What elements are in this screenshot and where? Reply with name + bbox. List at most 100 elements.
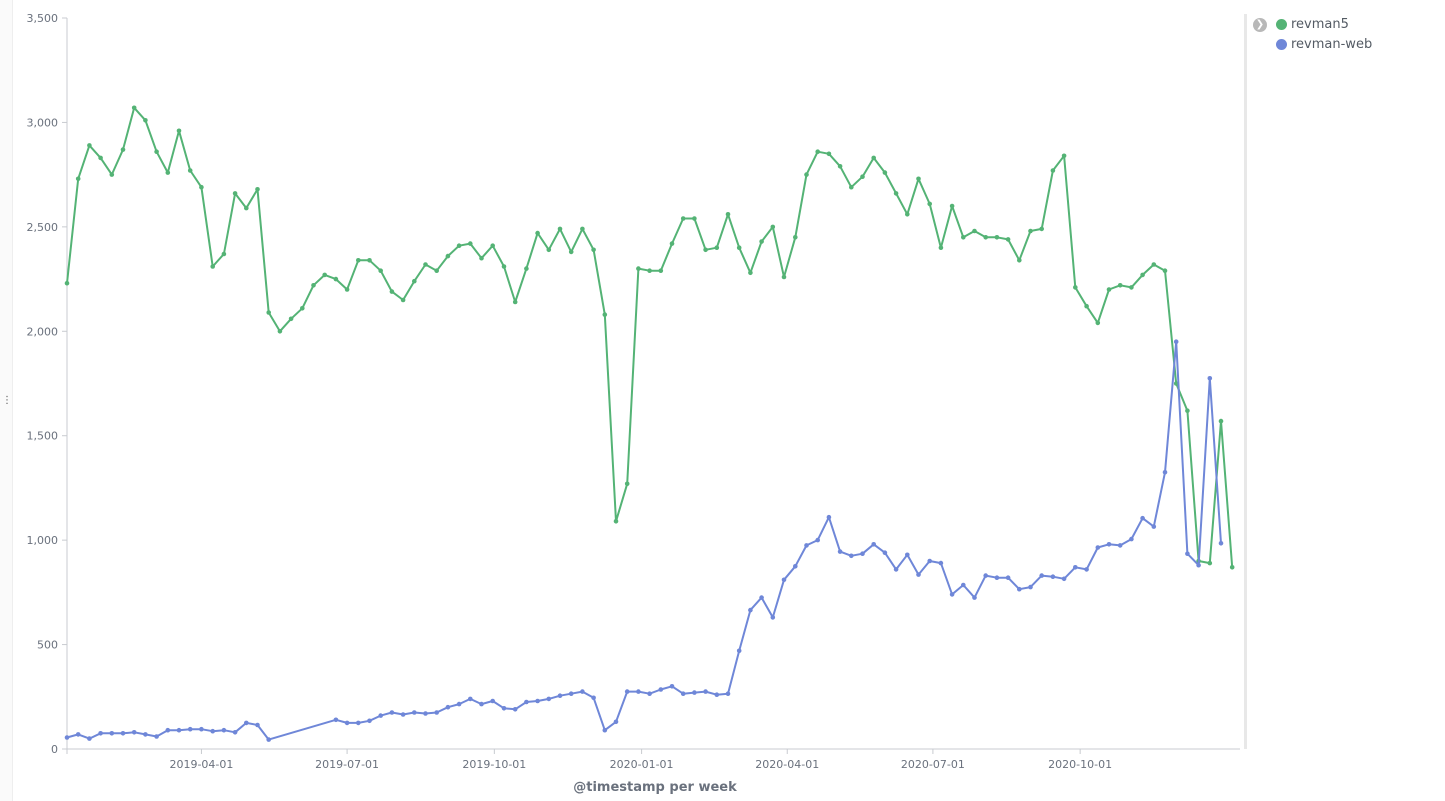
data-point[interactable]	[804, 543, 809, 548]
data-point[interactable]	[535, 230, 540, 236]
data-point[interactable]	[602, 727, 608, 733]
data-point[interactable]	[1017, 586, 1022, 592]
data-point[interactable]	[602, 312, 608, 317]
data-point[interactable]	[1207, 376, 1213, 381]
data-point[interactable]	[849, 553, 854, 559]
data-point[interactable]	[994, 575, 1000, 580]
data-point[interactable]	[445, 253, 451, 259]
data-point[interactable]	[266, 310, 272, 315]
data-point[interactable]	[759, 239, 764, 244]
data-point[interactable]	[949, 203, 955, 209]
data-point[interactable]	[793, 235, 798, 240]
data-point[interactable]	[983, 235, 988, 240]
data-point[interactable]	[961, 235, 966, 240]
data-point[interactable]	[423, 262, 428, 267]
data-point[interactable]	[64, 735, 70, 740]
data-point[interactable]	[804, 172, 809, 177]
data-point[interactable]	[232, 191, 238, 196]
data-point[interactable]	[1050, 168, 1056, 173]
data-point[interactable]	[1106, 287, 1112, 292]
data-point[interactable]	[949, 592, 955, 597]
data-point[interactable]	[367, 718, 372, 724]
data-point[interactable]	[636, 689, 641, 694]
data-point[interactable]	[1162, 470, 1168, 475]
data-point[interactable]	[927, 201, 932, 207]
data-point[interactable]	[143, 732, 148, 737]
data-point[interactable]	[255, 722, 260, 728]
data-point[interactable]	[468, 696, 473, 702]
data-point[interactable]	[210, 264, 215, 269]
data-point[interactable]	[1095, 545, 1101, 550]
chevron-right-icon[interactable]: ❯	[1253, 18, 1267, 32]
data-point[interactable]	[680, 216, 686, 221]
data-point[interactable]	[468, 241, 473, 246]
data-point[interactable]	[131, 730, 137, 735]
data-point[interactable]	[143, 118, 148, 123]
data-point[interactable]	[64, 280, 70, 286]
data-point[interactable]	[109, 731, 115, 736]
data-point[interactable]	[490, 698, 496, 704]
data-point[interactable]	[87, 736, 92, 741]
data-point[interactable]	[221, 251, 227, 257]
data-point[interactable]	[1005, 575, 1011, 580]
data-point[interactable]	[187, 168, 193, 173]
data-point[interactable]	[748, 270, 753, 276]
data-point[interactable]	[176, 727, 182, 733]
data-point[interactable]	[613, 519, 619, 524]
data-point[interactable]	[692, 216, 697, 221]
data-point[interactable]	[109, 172, 115, 177]
data-point[interactable]	[524, 699, 529, 705]
data-point[interactable]	[423, 711, 428, 716]
data-point[interactable]	[815, 149, 820, 154]
data-point[interactable]	[703, 689, 708, 694]
data-point[interactable]	[770, 224, 776, 230]
data-point[interactable]	[120, 147, 126, 152]
data-point[interactable]	[893, 191, 899, 196]
data-point[interactable]	[781, 274, 787, 280]
data-point[interactable]	[434, 710, 440, 715]
data-point[interactable]	[165, 727, 171, 733]
data-point[interactable]	[557, 226, 563, 232]
data-point[interactable]	[356, 258, 361, 263]
data-point[interactable]	[613, 719, 619, 725]
data-point[interactable]	[244, 205, 249, 211]
data-point[interactable]	[400, 297, 406, 303]
data-point[interactable]	[1061, 153, 1067, 159]
data-point[interactable]	[456, 701, 462, 707]
data-point[interactable]	[837, 549, 843, 554]
data-point[interactable]	[165, 170, 171, 175]
data-point[interactable]	[1084, 303, 1089, 309]
data-point[interactable]	[176, 128, 182, 134]
data-point[interactable]	[1196, 562, 1201, 568]
data-point[interactable]	[1207, 560, 1213, 566]
data-point[interactable]	[669, 241, 675, 246]
data-point[interactable]	[994, 235, 1000, 240]
data-point[interactable]	[87, 143, 92, 148]
data-point[interactable]	[770, 615, 776, 620]
data-point[interactable]	[367, 258, 372, 263]
data-point[interactable]	[434, 268, 440, 274]
data-point[interactable]	[1005, 237, 1011, 242]
data-point[interactable]	[837, 164, 843, 169]
data-point[interactable]	[479, 701, 484, 707]
data-point[interactable]	[98, 731, 103, 736]
data-point[interactable]	[916, 572, 921, 577]
data-point[interactable]	[1017, 258, 1022, 263]
data-point[interactable]	[445, 704, 451, 710]
data-point[interactable]	[1084, 567, 1089, 572]
data-point[interactable]	[972, 595, 977, 600]
data-point[interactable]	[636, 266, 641, 271]
data-point[interactable]	[1117, 283, 1123, 288]
legend-item-revman-web[interactable]: revman-web	[1276, 34, 1372, 54]
data-point[interactable]	[490, 243, 496, 248]
data-point[interactable]	[1151, 262, 1157, 267]
data-point[interactable]	[826, 151, 832, 157]
data-point[interactable]	[501, 706, 507, 711]
data-point[interactable]	[893, 567, 899, 572]
data-point[interactable]	[1050, 574, 1056, 579]
data-point[interactable]	[658, 687, 664, 692]
data-point[interactable]	[1073, 285, 1078, 290]
data-point[interactable]	[793, 564, 798, 569]
data-point[interactable]	[277, 329, 283, 334]
data-point[interactable]	[1028, 584, 1033, 590]
